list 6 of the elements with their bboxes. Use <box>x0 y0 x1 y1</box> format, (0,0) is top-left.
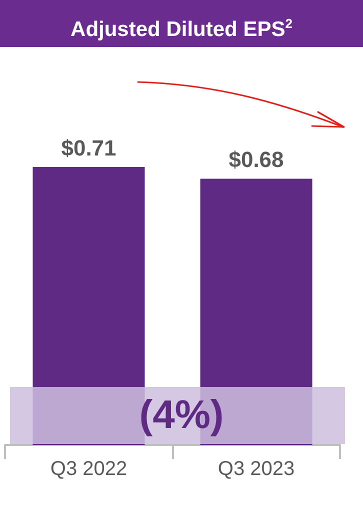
x-tick-label: Q3 2022 <box>50 458 128 480</box>
annotation: (4%) <box>138 392 225 439</box>
data-label: $0.71 <box>61 136 116 160</box>
x-tick-label: Q3 2023 <box>218 458 295 480</box>
data-label: $0.68 <box>228 147 284 172</box>
chart-title: Adjusted Diluted EPS$^{2}$ <box>0 0 363 47</box>
